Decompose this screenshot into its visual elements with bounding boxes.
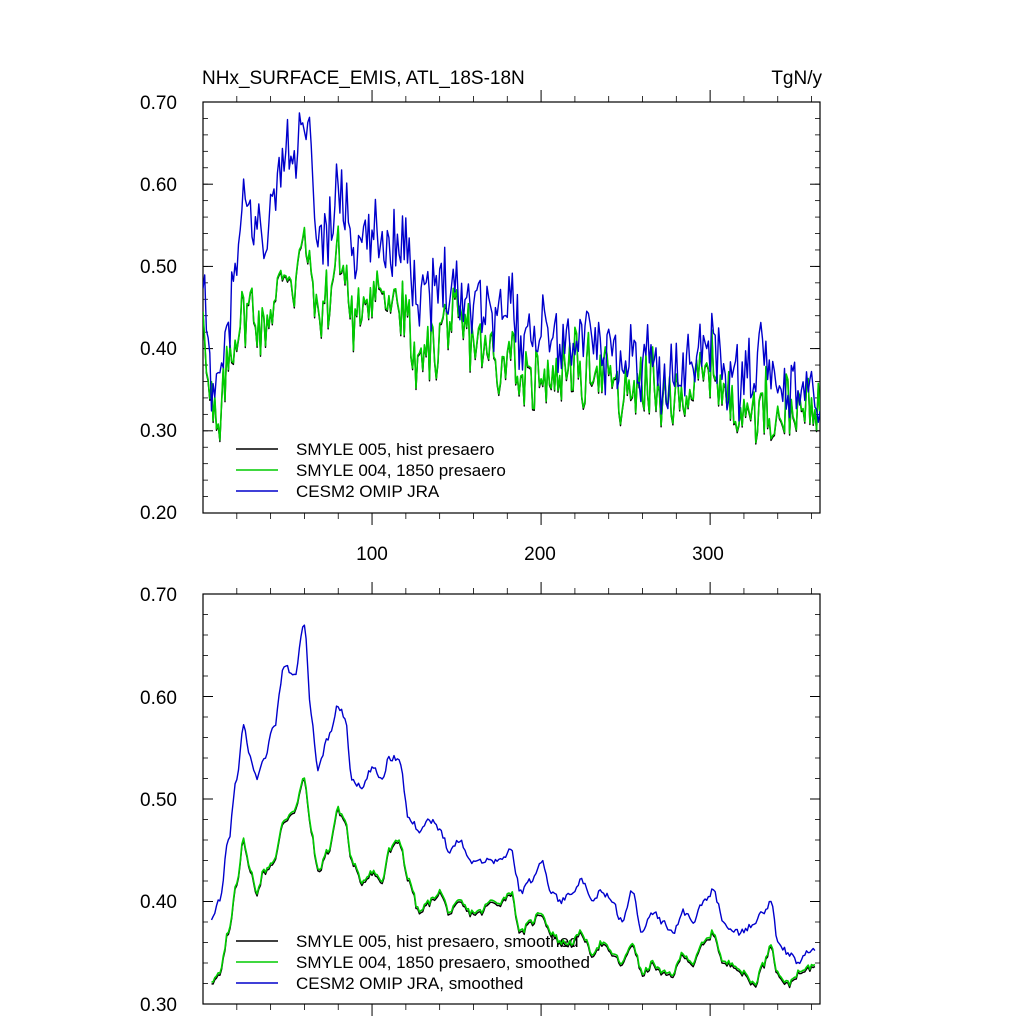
units-label: TgN/y	[771, 68, 822, 89]
y-tick-label: 0.60	[140, 175, 177, 196]
legend-label-cesm2-smoothed: CESM2 OMIP JRA, smoothed	[296, 974, 523, 993]
y-tick-label: 0.50	[140, 790, 177, 811]
legend-label-smyle005: SMYLE 005, hist presaero	[296, 440, 494, 459]
x-tick-label: 200	[524, 544, 556, 565]
legend-label-cesm2: CESM2 OMIP JRA	[296, 482, 440, 501]
legend: SMYLE 005, hist presaero SMYLE 004, 1850…	[236, 440, 506, 501]
y-tick-label: 0.60	[140, 688, 177, 709]
y-tick-label: 0.20	[140, 503, 177, 524]
series-line-smyle004	[211, 777, 816, 987]
legend-label-smyle005-smoothed: SMYLE 005, hist presaero, smoothed	[296, 932, 579, 951]
x-tick-label: 300	[692, 544, 724, 565]
series-line-cesm2	[210, 624, 816, 965]
legend-label-smyle004: SMYLE 004, 1850 presaero	[296, 461, 506, 480]
y-tick-label: 0.50	[140, 257, 177, 278]
panel-bottom: 0.70 0.60 0.50 0.40 0.30 SMYLE 005, hist…	[140, 582, 821, 1016]
chart-title: NHx_SURFACE_EMIS, ATL_18S-18N	[202, 68, 525, 89]
y-tick-label: 0.70	[140, 93, 177, 114]
panel-top: NHx_SURFACE_EMIS, ATL_18S-18N TgN/y 0.70…	[140, 68, 822, 565]
series-line-cesm2	[203, 112, 820, 423]
y-tick-label: 0.40	[140, 339, 177, 360]
legend: SMYLE 005, hist presaero, smoothed SMYLE…	[236, 932, 590, 993]
plot-frame	[202, 101, 821, 514]
x-tick-label: 100	[356, 544, 388, 565]
legend-label-smyle004-smoothed: SMYLE 004, 1850 presaero, smoothed	[296, 953, 590, 972]
y-tick-label: 0.30	[140, 995, 177, 1016]
y-tick-label: 0.30	[140, 421, 177, 442]
y-tick-label: 0.70	[140, 585, 177, 606]
y-tick-label: 0.40	[140, 892, 177, 913]
